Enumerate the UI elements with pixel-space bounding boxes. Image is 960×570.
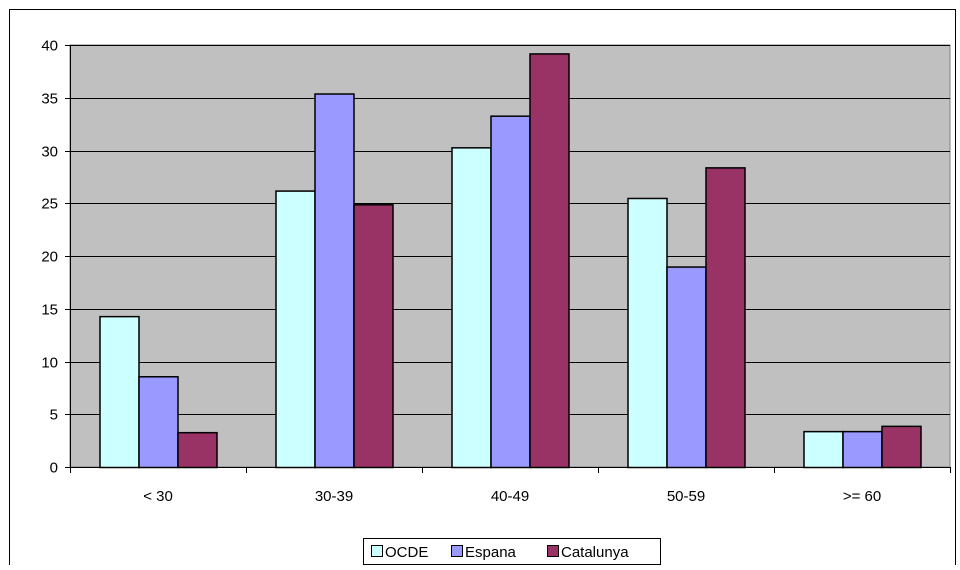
x-tick-label: 40-49 bbox=[491, 488, 529, 505]
bar-catalunya-4 bbox=[881, 425, 922, 469]
legend-swatch-espana bbox=[451, 545, 463, 557]
bar-ocde-0 bbox=[99, 315, 140, 469]
bar-catalunya-3 bbox=[705, 167, 746, 469]
y-tick-label: 0 bbox=[50, 460, 58, 477]
y-tick-label: 5 bbox=[50, 407, 58, 424]
bar-ocde-2 bbox=[451, 147, 492, 469]
legend-label-catalunya: Catalunya bbox=[561, 544, 629, 561]
legend[interactable]: OCDE Espana Catalunya bbox=[363, 538, 661, 565]
x-tick-label: < 30 bbox=[143, 488, 173, 505]
legend-swatch-ocde bbox=[371, 545, 383, 557]
bars bbox=[99, 53, 922, 469]
bar-catalunya-1 bbox=[353, 204, 394, 469]
bar-ocde-1 bbox=[275, 190, 316, 469]
x-tick-label: 50-59 bbox=[667, 488, 705, 505]
y-axis: 0 5 10 15 20 25 30 35 40 bbox=[41, 38, 71, 477]
y-tick-label: 10 bbox=[41, 355, 58, 372]
y-tick-label: 40 bbox=[41, 38, 58, 55]
bar-ocde-4 bbox=[803, 430, 844, 469]
x-tick-label: 30-39 bbox=[315, 488, 353, 505]
bar-catalunya-2 bbox=[529, 53, 570, 469]
y-tick-label: 20 bbox=[41, 249, 58, 266]
x-tick-label: >= 60 bbox=[843, 488, 881, 505]
bar-espana-0 bbox=[138, 376, 179, 469]
x-axis: < 30 30-39 40-49 50-59 >= 60 bbox=[70, 467, 951, 505]
bar-espana-4 bbox=[842, 430, 883, 469]
bar-ocde-3 bbox=[627, 197, 668, 469]
bar-catalunya-0 bbox=[177, 431, 218, 469]
legend-label-ocde: OCDE bbox=[385, 544, 428, 561]
bar-espana-3 bbox=[666, 266, 707, 469]
legend-label-espana: Espana bbox=[465, 544, 517, 561]
y-tick-label: 15 bbox=[41, 302, 58, 319]
y-tick-label: 30 bbox=[41, 144, 58, 161]
y-tick-label: 25 bbox=[41, 196, 58, 213]
bar-espana-2 bbox=[490, 115, 531, 469]
legend-swatch-catalunya bbox=[547, 545, 559, 557]
bar-espana-1 bbox=[314, 93, 355, 469]
y-tick-label: 35 bbox=[41, 91, 58, 108]
